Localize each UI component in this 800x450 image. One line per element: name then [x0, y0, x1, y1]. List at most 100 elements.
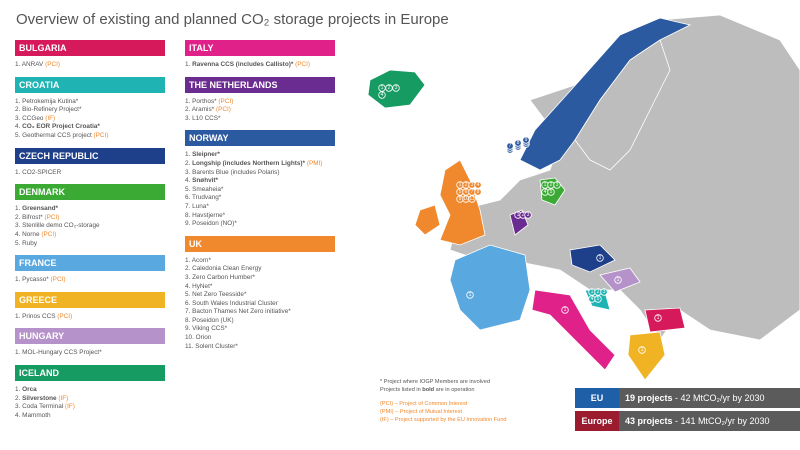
france	[449, 244, 531, 331]
project: 5. Smeaheia*	[185, 186, 335, 195]
map-marker-label: 3	[527, 212, 530, 218]
map-marker-label: 3	[603, 289, 606, 295]
project: 9. Viking CCS*	[185, 325, 335, 334]
project-name: Bifrost*	[22, 213, 43, 221]
project: 1. Acorn*	[185, 257, 335, 266]
map-marker-label: 3	[471, 182, 474, 188]
summary-box: EU 19 projects - 42 MtCO₂/yr by 2030	[575, 388, 800, 408]
map-marker	[547, 188, 555, 196]
project-number: 5.	[15, 239, 21, 247]
project-tag: (PCI)	[295, 61, 311, 68]
map-marker-label: 4	[381, 92, 384, 98]
section: BULGARIA 1. ANRAV (PCI)	[15, 40, 165, 70]
project-name: Poseidon (NO)*	[192, 220, 237, 228]
project-name: Orca	[22, 385, 37, 393]
map-marker-label: 2	[465, 182, 468, 188]
section-header: HUNGARY	[15, 328, 165, 345]
title: Overview of existing and planned CO₂ sto…	[16, 11, 449, 28]
map-marker	[614, 276, 622, 284]
project-name: Luna*	[192, 202, 209, 210]
section-header: CZECH REPUBLIC	[15, 147, 165, 164]
project: 7. Luna*	[185, 203, 335, 212]
map-marker-label: 10	[463, 196, 469, 202]
section: CROATIA 1. Petrokemija Kutina* 2. Bio-Refi…	[15, 76, 165, 141]
map-marker	[596, 254, 604, 262]
project-tag: (PCI)	[45, 61, 61, 68]
bulgaria	[644, 307, 686, 333]
project-number: 1.	[15, 205, 21, 213]
project-tag: (PCI)	[41, 230, 57, 238]
project-number: 1.	[15, 385, 21, 393]
map-marker-label: 1	[657, 315, 660, 321]
project-name: Coda Terminal	[22, 403, 64, 411]
project: 2. Silverstone (IF)	[15, 395, 165, 404]
map-marker	[378, 84, 386, 92]
project: 3. Coda Terminal (IF)	[15, 403, 165, 412]
project-tag: (PMI)	[306, 159, 323, 167]
project-name: Porthos*	[192, 97, 217, 105]
project: 3. CCGeo (IF)	[15, 115, 165, 124]
map-marker-label: 1	[599, 255, 602, 261]
project: 1. Greensand*	[15, 205, 165, 214]
project-name: Ravenna CCS (includes Callisto)*	[192, 61, 294, 68]
section: CZECH REPUBLIC 1. CO2-SPICER	[15, 147, 165, 178]
project: 4. Mammoth	[15, 412, 165, 421]
project-number: 1.	[15, 168, 21, 176]
project-number: 3.	[185, 273, 191, 281]
map-marker	[594, 295, 602, 303]
project: 1. Orca	[15, 386, 165, 395]
project: 1. Sleipner*	[185, 151, 335, 160]
project-number: 1.	[15, 276, 21, 284]
project-number: 8.	[185, 316, 191, 324]
project-name: Norne	[22, 230, 40, 238]
map-marker	[385, 84, 393, 92]
column: ITALY 1. Ravenna CCS (includes Callisto)*…	[185, 40, 335, 358]
map-marker-label: 4	[477, 182, 480, 188]
project-name: Pycasso*	[22, 276, 49, 284]
project-number: 4.	[15, 123, 21, 131]
project: 1. ANRAV (PCI)	[15, 61, 165, 70]
map-marker	[553, 181, 561, 189]
project: 4. CO₂ EOR Project Croatia*	[15, 123, 165, 132]
project: 2. Caledonia Clean Energy	[185, 265, 335, 274]
project: 1. Ravenna CCS (includes Callisto)* (PCI…	[185, 61, 335, 70]
project: 3. Barents Blue (includes Polaris)	[185, 169, 335, 178]
note: (PMI) – Project of Mutual Interest	[380, 409, 463, 415]
map-marker	[466, 291, 474, 299]
project-name: Trudvang*	[192, 194, 222, 202]
section-header: NORWAY	[185, 130, 335, 147]
project-tag: (PCI)	[93, 131, 109, 139]
project-number: 4.	[15, 230, 21, 238]
project: 10. Orion	[185, 334, 335, 343]
project-number: 4.	[185, 177, 191, 185]
project: 4. Snøhvit*	[185, 177, 335, 186]
project: 6. Trudvang*	[185, 194, 335, 203]
section-header: BULGARIA	[15, 40, 165, 56]
map-marker-label: 1	[381, 85, 384, 91]
map-marker	[474, 188, 482, 196]
map-marker-label: 1	[564, 307, 567, 313]
map-marker	[638, 346, 646, 354]
section-header: ICELAND	[15, 364, 165, 381]
project-name: Caledonia Clean Energy	[192, 265, 262, 273]
map-marker-label: 5	[550, 189, 553, 195]
project-name: South Wales Industrial Cluster	[192, 299, 278, 307]
project-name: Havstjerne*	[192, 211, 226, 219]
map-marker	[506, 142, 514, 150]
project: 9. Poseidon (NO)*	[185, 220, 335, 229]
project-number: 1.	[15, 312, 21, 320]
section: FRANCE 1. Pycasso* (PCI)	[15, 255, 165, 285]
project-number: 5.	[15, 131, 21, 139]
map-marker-label: 1	[617, 277, 620, 283]
project-name: L10 CCS*	[192, 114, 221, 122]
section: ICELAND 1. Orca 2. Silverstone (IF) 3. Coda…	[15, 364, 165, 421]
project-tag: (IF)	[45, 114, 56, 122]
section: ITALY 1. Ravenna CCS (includes Callisto)*…	[185, 40, 335, 70]
note: * Project where IOGP Members are involve…	[380, 379, 490, 385]
section-header: UK	[185, 235, 335, 252]
section-header: THE NETHERLANDS	[185, 76, 335, 93]
map-marker-label: 1	[641, 347, 644, 353]
map-marker-label: 11	[469, 196, 474, 202]
project-number: 10.	[185, 334, 194, 342]
project: 2. Aramis* (PCI)	[185, 106, 335, 115]
